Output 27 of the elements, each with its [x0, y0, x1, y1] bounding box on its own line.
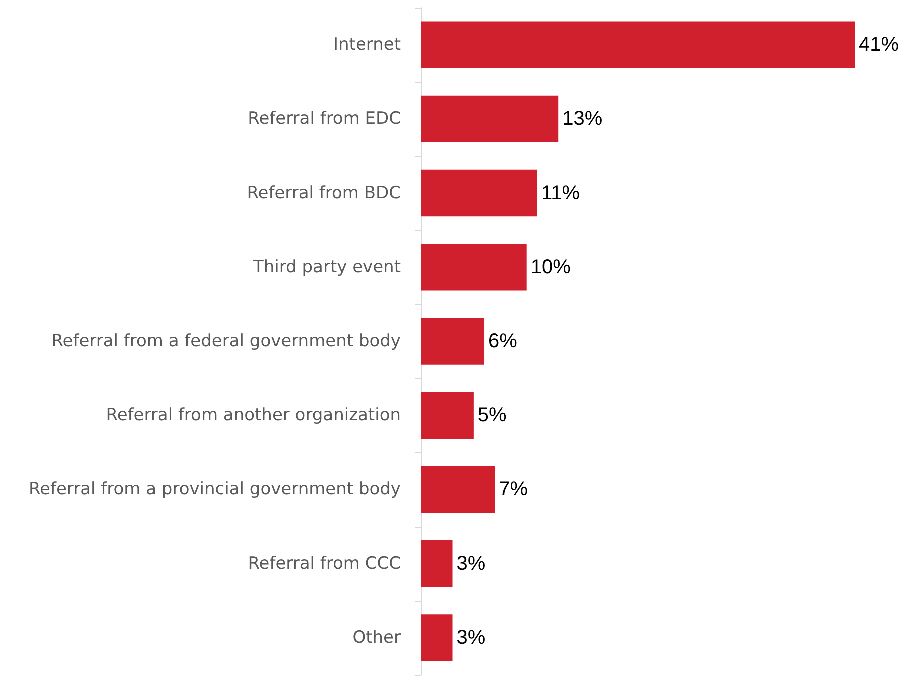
- data-label: 13%: [562, 108, 603, 130]
- data-label: 3%: [456, 626, 486, 649]
- y-tick-label: Referral from BDC: [247, 183, 401, 204]
- y-tick-label: Referral from another organization: [106, 406, 401, 426]
- y-tick-label: Referral from CCC: [248, 554, 401, 574]
- bar: [421, 22, 855, 68]
- bar: [421, 466, 496, 514]
- y-tick-label: Other: [352, 628, 401, 648]
- bar: [421, 392, 474, 439]
- y-tick-label: Referral from a federal government body: [52, 332, 401, 352]
- y-tick-label: Referral from a provincial government body: [28, 480, 401, 500]
- bar: [421, 170, 538, 217]
- bar: [421, 540, 453, 588]
- data-label: 5%: [478, 404, 508, 427]
- data-label: 7%: [499, 478, 528, 501]
- data-label: 3%: [456, 552, 486, 575]
- bar: [421, 244, 527, 291]
- data-label: 10%: [530, 256, 572, 278]
- data-label: 6%: [488, 330, 518, 352]
- bar: [421, 96, 559, 143]
- data-label: 41%: [859, 34, 900, 56]
- data-label: 11%: [541, 182, 580, 204]
- y-tick-label: Referral from EDC: [248, 109, 401, 130]
- y-tick-label: Third party event: [252, 257, 402, 278]
- y-tick-label: Internet: [333, 35, 402, 56]
- bar: [421, 614, 453, 662]
- bar: [421, 318, 485, 365]
